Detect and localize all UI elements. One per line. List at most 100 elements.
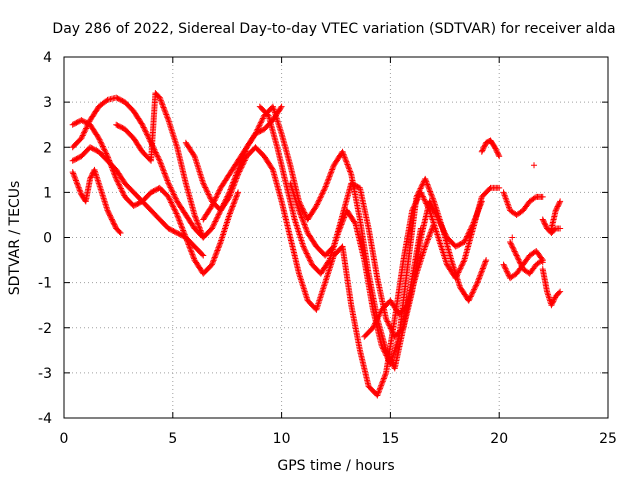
data-point <box>438 223 445 230</box>
data-point <box>82 126 89 133</box>
data-point <box>382 371 389 378</box>
data-point <box>76 187 83 194</box>
data-point <box>466 296 473 303</box>
data-point <box>421 197 428 204</box>
data-point <box>116 228 123 235</box>
data-point <box>540 219 547 226</box>
data-point <box>175 214 182 221</box>
data-point <box>435 216 442 223</box>
data-point <box>210 257 217 264</box>
data-point <box>119 189 126 196</box>
data-point <box>370 323 377 330</box>
data-point <box>476 205 483 212</box>
data-point <box>212 253 219 260</box>
data-point <box>428 202 435 209</box>
data-point <box>495 151 502 158</box>
data-point <box>424 236 431 243</box>
data-point <box>325 258 332 265</box>
data-point <box>117 229 124 236</box>
data-point <box>198 230 205 237</box>
data-point <box>168 185 175 192</box>
data-point <box>232 176 239 183</box>
data-point <box>87 175 94 182</box>
data-point <box>481 261 488 268</box>
data-point <box>229 204 236 211</box>
data-point <box>117 184 124 191</box>
data-point <box>241 157 248 164</box>
data-point <box>172 209 179 216</box>
data-point <box>531 194 538 201</box>
data-point <box>186 244 193 251</box>
data-point <box>241 158 248 165</box>
data-point <box>460 259 467 266</box>
series-track-e <box>113 90 207 241</box>
data-point <box>472 215 479 222</box>
data-point <box>422 177 429 184</box>
data-point <box>303 225 310 232</box>
data-point <box>502 265 509 272</box>
data-point <box>539 216 546 223</box>
data-point <box>386 322 393 329</box>
data-point <box>458 264 465 271</box>
data-point <box>303 249 310 256</box>
data-point <box>470 287 477 294</box>
data-point <box>203 187 210 194</box>
data-point <box>472 283 479 290</box>
data-point <box>76 185 83 192</box>
data-point <box>232 196 239 203</box>
data-point <box>162 108 169 115</box>
data-point <box>199 251 206 258</box>
data-point <box>548 302 555 309</box>
data-point <box>381 348 388 355</box>
data-point <box>318 191 325 198</box>
data-point <box>78 135 85 142</box>
data-point <box>342 155 349 162</box>
x-tick-label: 5 <box>168 431 177 447</box>
data-point <box>507 240 514 247</box>
data-point <box>327 172 334 179</box>
data-point <box>324 177 331 184</box>
data-point <box>466 229 473 236</box>
data-point <box>106 211 113 218</box>
data-point <box>85 119 92 126</box>
data-point <box>164 114 171 121</box>
data-point <box>299 205 306 212</box>
data-point <box>429 194 436 201</box>
data-point <box>173 197 180 204</box>
data-point <box>239 161 246 168</box>
data-point <box>108 216 115 223</box>
data-point <box>229 185 236 192</box>
data-point <box>209 224 216 231</box>
series-track-q <box>548 198 564 232</box>
data-point <box>179 224 186 231</box>
data-point <box>170 191 177 198</box>
data-point <box>236 168 243 175</box>
data-point <box>303 250 310 257</box>
data-point <box>473 212 480 219</box>
data-point <box>170 203 177 210</box>
data-point <box>516 257 523 264</box>
data-point <box>556 289 563 296</box>
data-point <box>258 118 265 125</box>
data-point <box>253 127 260 134</box>
data-point <box>467 294 474 301</box>
data-point <box>110 220 117 227</box>
data-point <box>316 197 323 204</box>
data-point <box>206 192 213 199</box>
data-point <box>167 198 174 205</box>
data-point <box>259 115 266 122</box>
series-track-j <box>361 220 437 340</box>
data-point <box>305 254 312 261</box>
data-point <box>255 123 262 130</box>
data-point <box>328 167 335 174</box>
data-point <box>193 217 200 224</box>
data-point <box>351 219 358 226</box>
data-point <box>418 182 425 189</box>
data-point <box>437 220 444 227</box>
data-point <box>479 266 486 273</box>
data-point <box>210 198 217 205</box>
data-point <box>107 212 114 219</box>
data-point <box>374 316 381 323</box>
data-point <box>169 202 176 209</box>
data-point <box>160 167 167 174</box>
